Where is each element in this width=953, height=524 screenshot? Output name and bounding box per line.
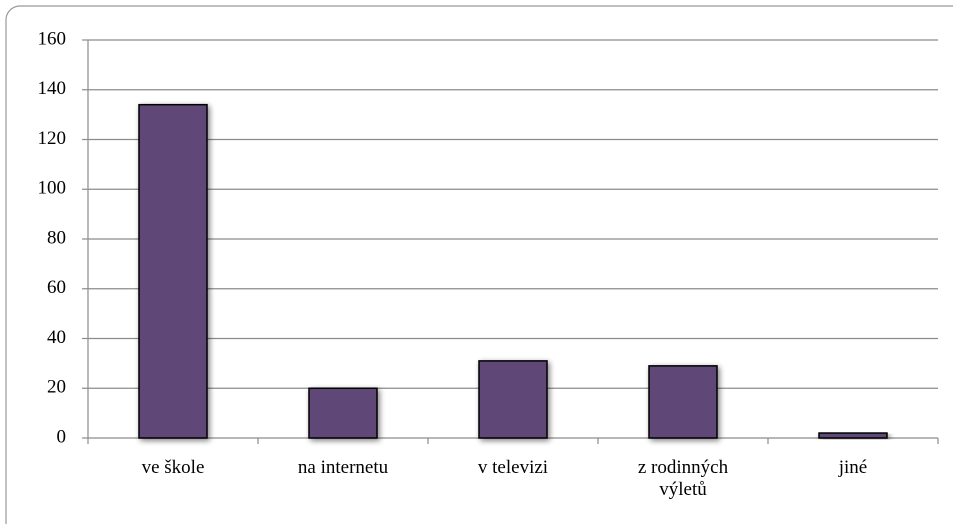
y-tick-label: 40 bbox=[47, 327, 66, 348]
bar bbox=[308, 387, 378, 439]
y-tick-label: 140 bbox=[38, 78, 67, 99]
bar bbox=[648, 365, 718, 439]
y-tick-label: 0 bbox=[57, 426, 67, 447]
y-tick-label: 20 bbox=[47, 377, 66, 398]
x-tick-label: v televizi bbox=[477, 457, 549, 478]
x-tick-label: ve škole bbox=[141, 457, 205, 478]
bar bbox=[138, 103, 208, 439]
bar bbox=[478, 360, 548, 439]
y-tick-label: 100 bbox=[38, 178, 67, 199]
x-tick-label: na internetu bbox=[297, 457, 389, 478]
y-tick-label: 80 bbox=[47, 227, 66, 248]
x-tick-label: jiné bbox=[838, 457, 868, 478]
x-tick-label: z rodinných výletů bbox=[637, 457, 729, 500]
chart-border bbox=[5, 5, 953, 524]
y-tick-label: 120 bbox=[38, 128, 67, 149]
y-tick-label: 60 bbox=[47, 277, 66, 298]
y-tick-label: 160 bbox=[38, 28, 67, 49]
bar bbox=[818, 432, 888, 439]
